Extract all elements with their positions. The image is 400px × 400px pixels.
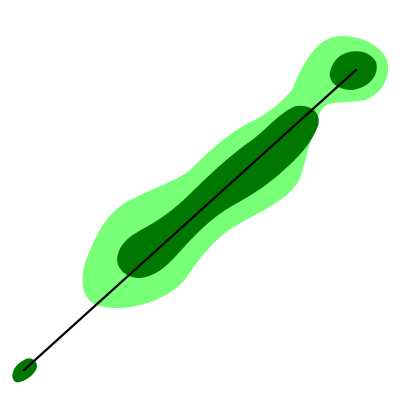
diagonal-line: [22, 68, 358, 372]
upper-dark-green-region: [329, 51, 377, 90]
